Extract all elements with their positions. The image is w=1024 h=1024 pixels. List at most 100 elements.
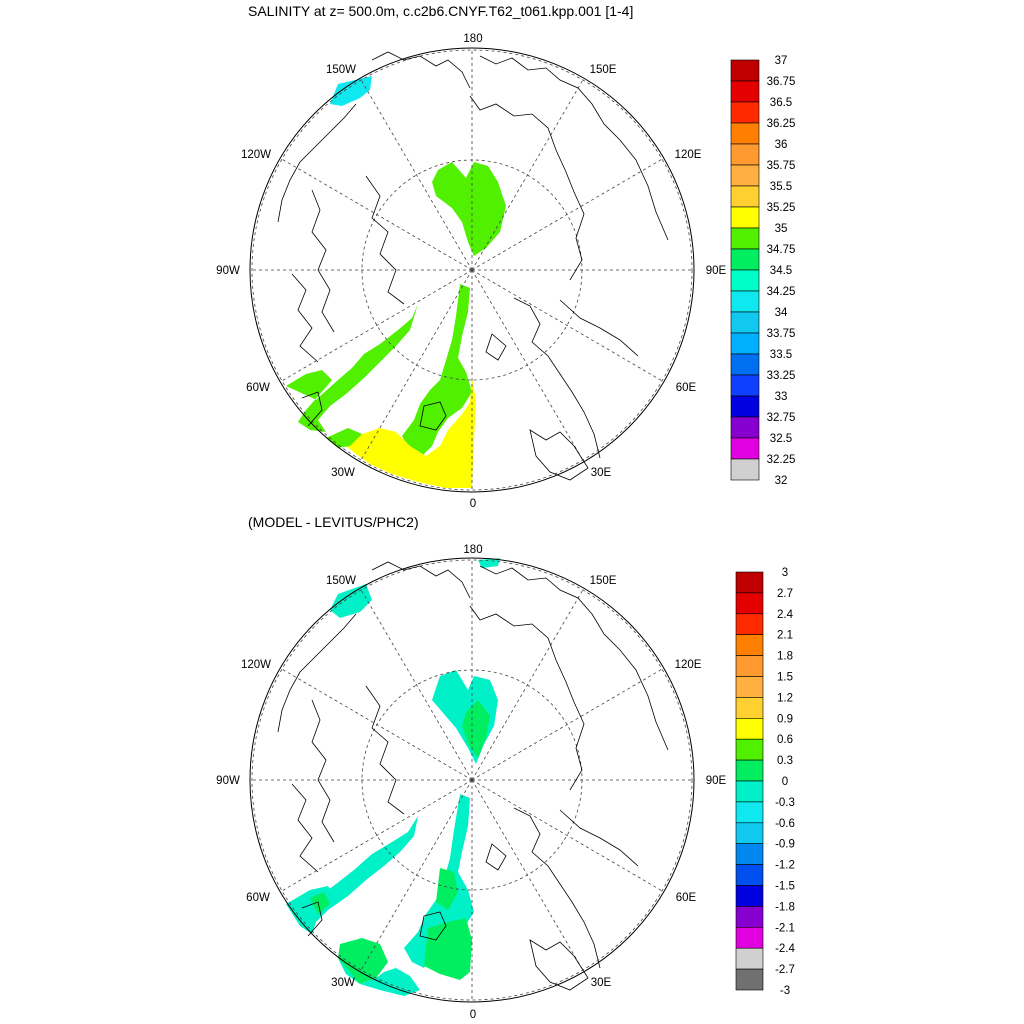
- colorbar-label: -0.3: [775, 797, 795, 809]
- lon-label: 90W: [216, 265, 240, 277]
- fill-region-pacific-cyan: [330, 584, 372, 618]
- fill-region-pacific-cyan: [330, 76, 372, 106]
- colorbar-swatch: [735, 822, 764, 844]
- colorbar-swatch: [735, 738, 764, 761]
- graticule: [250, 48, 694, 492]
- colorbar-swatch: [730, 332, 760, 355]
- colorbar-label: -0.9: [775, 839, 795, 851]
- map-boundary: [249, 557, 695, 1003]
- colorbar-swatch: [730, 311, 760, 334]
- colorbar-swatch: [730, 206, 760, 229]
- colorbar-label: 33: [775, 391, 788, 403]
- panel-2-title: (MODEL - LEVITUS/PHC2): [248, 514, 419, 530]
- colorbar-swatch: [730, 248, 760, 271]
- colorbar-label: 36: [775, 139, 788, 151]
- colorbar-label: 0: [782, 776, 788, 788]
- colorbar-label: 37: [775, 55, 788, 67]
- colorbar-swatch: [730, 437, 760, 460]
- difference-field: [286, 558, 500, 996]
- fill-region-bering-cyan: [478, 558, 500, 568]
- colorbar-label: 0.9: [777, 713, 793, 725]
- colorbar-label: -1.8: [775, 901, 795, 913]
- fill-region-nordic-green: [402, 284, 472, 456]
- lon-label: 30W: [331, 467, 355, 479]
- panel-1-title: SALINITY at z= 500.0m, c.c2b6.CNYF.T62_t…: [248, 3, 633, 19]
- coastlines: [277, 51, 669, 481]
- colorbar-swatch: [730, 122, 760, 145]
- colorbar-label: -1.2: [775, 860, 795, 872]
- colorbar-swatch: [735, 592, 764, 615]
- fill-region-labrador-cyan: [286, 886, 338, 934]
- colorbar-label: -2.7: [775, 964, 795, 976]
- map-boundary: [249, 47, 695, 493]
- colorbar-label: 36.5: [770, 97, 792, 109]
- colorbar-swatch: [735, 926, 764, 949]
- longitude-labels: 180 150E 120E 90E 60E 30E 0 30W 60W 90W …: [216, 544, 726, 1021]
- colorbar-swatch: [735, 885, 764, 907]
- colorbar-label: 34: [775, 307, 788, 319]
- lon-label: 90E: [706, 265, 727, 277]
- colorbar-swatch: [735, 947, 764, 970]
- lon-label: 150W: [326, 575, 356, 587]
- colorbar-swatch: [735, 697, 764, 719]
- lon-label: 90E: [706, 775, 727, 787]
- colorbar-label: 2.4: [777, 609, 794, 621]
- colorbar-label: 32.75: [767, 412, 796, 424]
- colorbar-swatch: [730, 185, 760, 208]
- lon-label: 30W: [331, 977, 355, 989]
- lon-label: 180: [463, 33, 482, 45]
- colorbar-label: 33.75: [767, 328, 796, 340]
- colorbar-swatch: [730, 290, 760, 313]
- lon-label: 0: [470, 1009, 476, 1021]
- fill-region-baffin: [304, 304, 418, 420]
- panel-salinity: SALINITY at z= 500.0m, c.c2b6.CNYF.T62_t…: [216, 3, 795, 510]
- colorbar-swatch: [735, 634, 764, 656]
- longitude-labels: 180 150E 120E 90E 60E 30E 0 30W 60W 90W …: [216, 33, 726, 510]
- fill-region-labrador: [286, 370, 332, 432]
- fill-region-south-cyan: [338, 958, 420, 996]
- colorbar-label: 33.25: [767, 370, 796, 382]
- colorbar-swatch: [735, 717, 764, 740]
- lon-label: 150W: [326, 64, 356, 76]
- fill-region-iceland-green: [338, 938, 388, 984]
- colorbar-label: 2.1: [777, 630, 793, 642]
- colorbar-swatch: [730, 143, 760, 166]
- panel-difference: (MODEL - LEVITUS/PHC2): [216, 514, 795, 1021]
- colorbar-swatch: [730, 164, 760, 187]
- colorbar-label: 32: [775, 475, 788, 487]
- colorbar-label: 0.3: [777, 755, 793, 767]
- colorbar-swatch: [735, 780, 764, 803]
- colorbar-label: -2.1: [775, 922, 795, 934]
- lon-label: 90W: [216, 775, 240, 787]
- fill-region-atlantic-yellow: [346, 378, 476, 488]
- colorbar-label: 0.6: [777, 734, 793, 746]
- colorbar-label: -3: [780, 985, 790, 997]
- fill-region-central-green: [462, 700, 490, 758]
- lon-label: 0: [470, 498, 476, 510]
- lon-label: 150E: [590, 575, 617, 587]
- colorbar-swatch: [735, 571, 764, 594]
- colorbar-label: 1.5: [777, 672, 793, 684]
- graticule: [250, 558, 694, 1002]
- colorbar-difference: 3 2.7 2.4 2.1 1.8 1.5 1.2 0.9 0.6 0.3 0 -0.3 -0.6 -0.…: [735, 567, 796, 997]
- colorbar-swatch: [735, 843, 764, 865]
- colorbar-swatch: [735, 613, 764, 635]
- fill-region-labrador-green: [310, 892, 330, 914]
- colorbar-swatch: [730, 80, 760, 103]
- colorbar-label: 34.5: [770, 265, 792, 277]
- colorbar-swatch: [730, 269, 760, 292]
- colorbar-label: 35.25: [767, 202, 796, 214]
- colorbar-swatch: [735, 759, 764, 782]
- colorbar-label: 32.25: [767, 454, 796, 466]
- colorbar-swatch: [730, 458, 760, 481]
- lon-label: 60W: [246, 382, 270, 394]
- colorbar-swatch: [735, 801, 764, 824]
- fill-region-iceland-green: [326, 428, 362, 448]
- colorbar-swatch: [730, 353, 760, 376]
- colorbar-swatch: [730, 227, 760, 250]
- colorbar-label: 2.7: [777, 588, 793, 600]
- colorbar-label: 1.8: [777, 651, 793, 663]
- colorbar-label: 36.75: [767, 76, 796, 88]
- colorbar-label: 3: [782, 567, 788, 579]
